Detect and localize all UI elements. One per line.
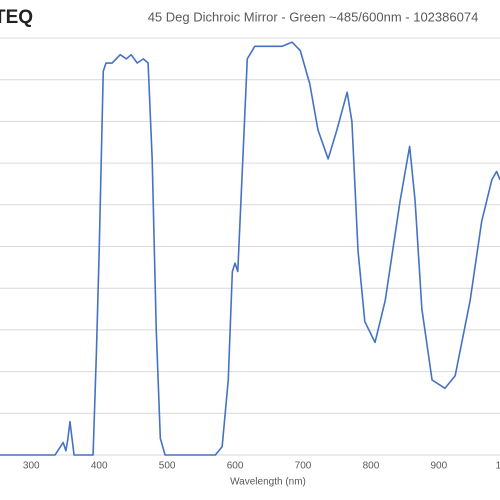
x-tick-label: 500	[159, 461, 176, 472]
logo: TEQ	[0, 7, 33, 28]
x-axis-label: Wavelength (nm)	[230, 477, 306, 488]
x-tick-label: 700	[295, 461, 312, 472]
x-tick-label: 400	[91, 461, 108, 472]
x-tick-label: 800	[363, 461, 380, 472]
x-tick-label: 300	[23, 461, 40, 472]
x-tick-label: 1000	[496, 461, 500, 472]
chart-title: 45 Deg Dichroic Mirror - Green ~485/600n…	[148, 9, 479, 24]
x-tick-label: 900	[431, 461, 448, 472]
x-tick-label: 600	[227, 461, 244, 472]
data-line	[0, 41, 500, 456]
